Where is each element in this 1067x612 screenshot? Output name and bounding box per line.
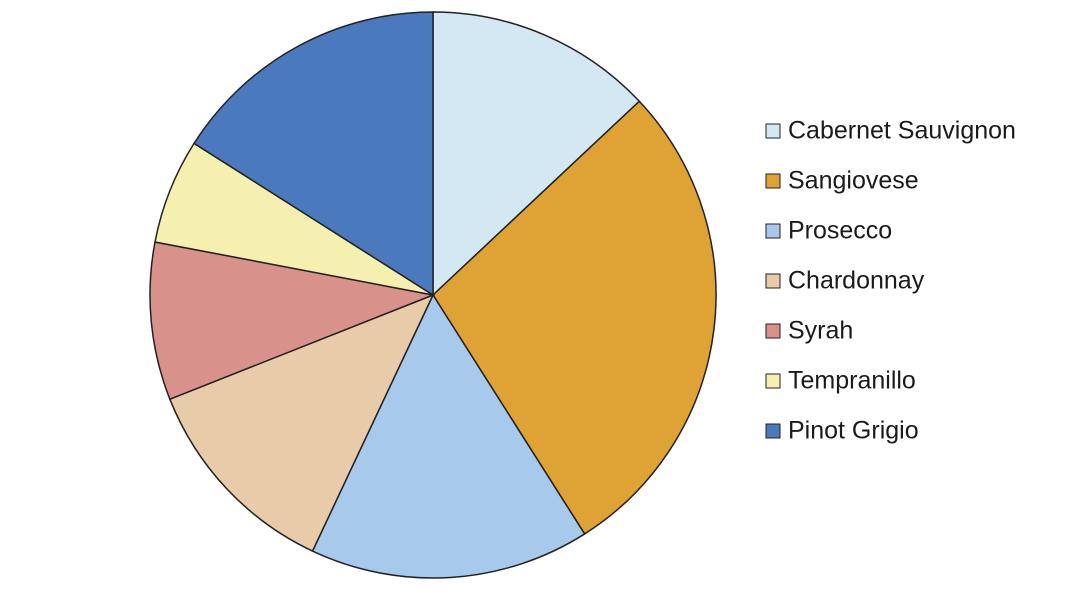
legend-swatch <box>765 423 781 439</box>
legend-label: Cabernet Sauvignon <box>788 117 1016 145</box>
legend-label: Chardonnay <box>788 267 925 295</box>
legend-label: Tempranillo <box>788 367 916 395</box>
legend-label: Pinot Grigio <box>788 417 919 445</box>
legend-swatch <box>765 123 781 139</box>
legend-swatch <box>765 323 781 339</box>
legend-label: Sangiovese <box>788 167 919 195</box>
legend-swatch <box>765 373 781 389</box>
pie-slice <box>168 293 435 553</box>
legend-label: Prosecco <box>788 217 892 245</box>
pie-slice <box>193 11 434 297</box>
legend-swatch <box>765 173 781 189</box>
pie-slice <box>311 293 586 579</box>
pie-slice <box>432 11 641 297</box>
pie-slice <box>149 241 436 401</box>
legend-label: Syrah <box>788 317 853 345</box>
pie-slice <box>432 100 717 535</box>
legend-swatch <box>765 273 781 289</box>
legend-swatch <box>765 223 781 239</box>
